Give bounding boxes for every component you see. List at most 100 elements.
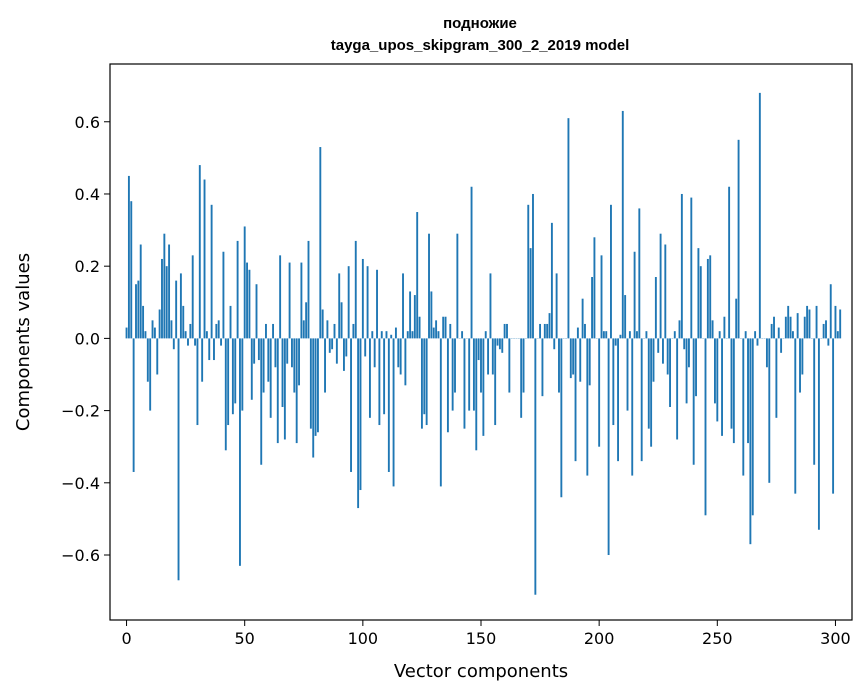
bar: [307, 240, 310, 339]
bar: [156, 338, 159, 375]
bar: [522, 338, 525, 393]
bar: [706, 258, 709, 339]
y-axis-ticks: −0.6 −0.4 −0.2 0.0 0.2 0.4 0.6: [61, 113, 110, 565]
bar: [588, 338, 591, 386]
bar: [385, 331, 388, 339]
bar: [309, 338, 312, 429]
bar: [276, 338, 279, 444]
bar: [638, 208, 641, 339]
bar: [409, 291, 412, 339]
x-tick-label: 250: [702, 629, 733, 648]
bar: [827, 338, 830, 346]
bar: [300, 262, 303, 339]
x-tick-label: 50: [235, 629, 255, 648]
bar: [498, 338, 501, 350]
bar: [716, 338, 719, 422]
bar: [801, 338, 804, 375]
bar: [144, 331, 147, 339]
bar: [576, 327, 579, 339]
bar: [319, 147, 322, 339]
bar: [631, 338, 634, 476]
bar: [158, 309, 161, 339]
bar: [350, 338, 352, 472]
y-tick-label: −0.2: [61, 402, 100, 421]
bar: [704, 338, 707, 516]
bar: [338, 273, 341, 339]
bar: [418, 316, 421, 339]
bar: [461, 331, 464, 339]
bar: [170, 320, 173, 339]
bar: [189, 323, 192, 339]
bar: [135, 284, 137, 339]
bar: [721, 338, 723, 436]
bar: [241, 338, 244, 411]
bar: [343, 338, 345, 371]
bar: [383, 338, 386, 415]
bar: [376, 269, 378, 339]
bar: [742, 338, 745, 476]
bar: [314, 338, 317, 436]
y-tick-label: 0.2: [75, 257, 100, 276]
bar: [636, 331, 638, 339]
bar: [243, 226, 246, 339]
bar: [428, 233, 430, 339]
bar: [291, 338, 293, 368]
bar: [555, 273, 558, 339]
bar: [799, 338, 801, 393]
bar: [198, 165, 201, 339]
bar: [794, 338, 797, 494]
bar: [378, 338, 381, 426]
bar: [640, 338, 643, 462]
bar: [666, 338, 669, 375]
bar: [127, 175, 130, 339]
bar: [560, 338, 563, 498]
bar: [399, 338, 402, 375]
bar: [529, 248, 532, 339]
bar: [569, 338, 572, 379]
bar: [543, 323, 546, 339]
bar: [262, 338, 265, 393]
y-tick-label: 0.0: [75, 329, 100, 348]
bar: [217, 320, 220, 339]
bar: [201, 338, 204, 382]
bar: [546, 323, 549, 339]
bar: [503, 323, 506, 339]
bar: [780, 338, 783, 353]
bar: [364, 338, 367, 357]
bar: [359, 338, 362, 491]
bar: [730, 338, 733, 429]
bar: [591, 277, 594, 339]
bar: [446, 338, 449, 433]
bar: [149, 338, 152, 411]
bar: [685, 338, 688, 404]
bar: [579, 338, 582, 382]
bar: [286, 338, 289, 364]
bar: [250, 338, 253, 400]
bar: [335, 338, 338, 364]
bar: [449, 323, 452, 339]
bar: [368, 338, 371, 418]
bar: [390, 334, 393, 339]
bar: [470, 186, 473, 339]
bar: [624, 295, 627, 339]
bar: [451, 338, 454, 411]
bar: [756, 338, 759, 346]
bar: [803, 316, 806, 339]
bar: [430, 291, 433, 339]
bar: [673, 331, 676, 339]
bar: [612, 338, 615, 426]
bar: [331, 338, 334, 350]
bar: [541, 338, 544, 397]
bar: [484, 331, 487, 339]
bars-group: [125, 92, 842, 595]
bar: [626, 338, 629, 411]
bar: [567, 118, 570, 339]
bar: [829, 284, 832, 339]
x-axis-label: Vector components: [394, 661, 568, 682]
bar: [425, 338, 428, 426]
bar: [669, 338, 671, 407]
bar: [279, 255, 282, 339]
bar: [215, 323, 218, 339]
bar: [196, 338, 199, 426]
